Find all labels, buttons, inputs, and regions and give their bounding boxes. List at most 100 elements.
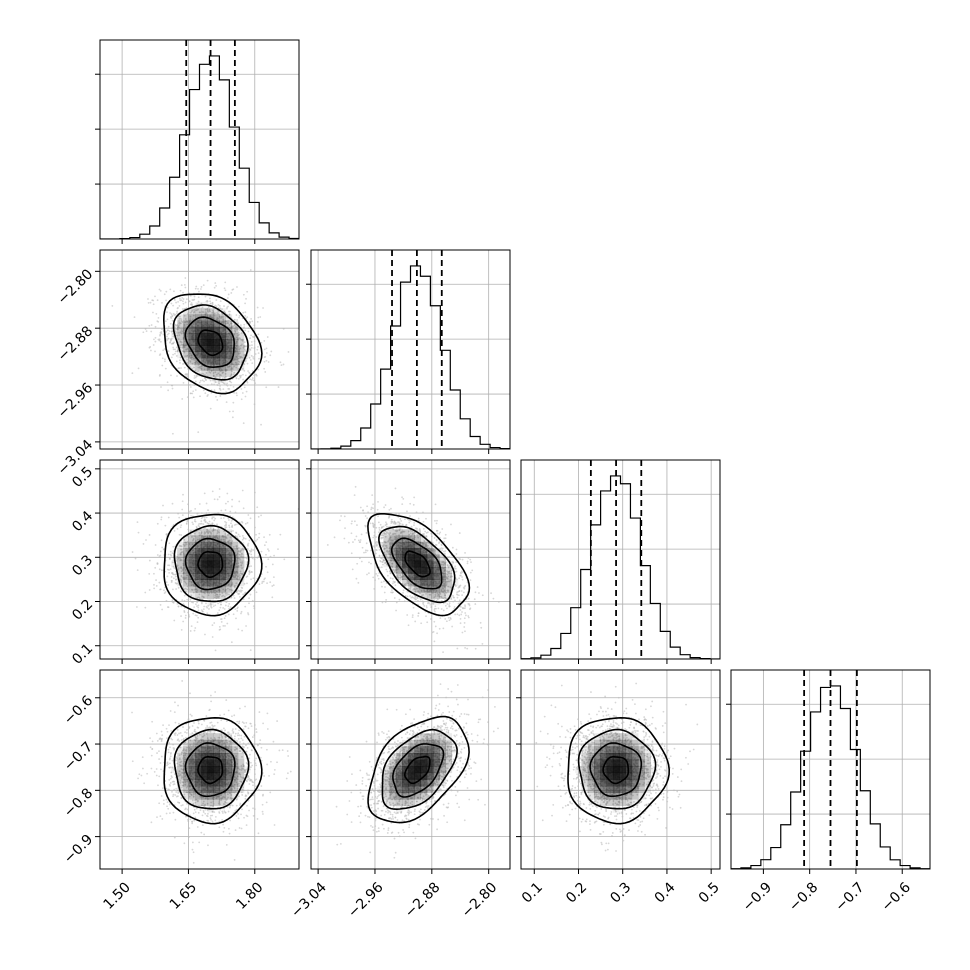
scatter-point (180, 332, 183, 335)
scatter-point (441, 549, 443, 552)
scatter-point (265, 541, 268, 544)
contour-line (197, 551, 224, 578)
scatter-point (210, 369, 213, 372)
scatter-point (409, 515, 411, 517)
scatter-point (458, 585, 461, 587)
scatter-point (265, 386, 268, 389)
scatter-point (148, 324, 151, 327)
scatter-point (241, 562, 243, 565)
scatter-point (249, 593, 252, 596)
scatter-point (233, 391, 236, 394)
scatter-point (359, 539, 362, 541)
scatter-point (186, 375, 189, 378)
scatter-point (256, 506, 259, 509)
scatter-point (182, 567, 185, 570)
scatter-point (204, 527, 206, 530)
density-cell (189, 541, 196, 549)
scatter-point (223, 595, 226, 598)
scatter-point (182, 363, 184, 365)
scatter-point (403, 600, 406, 603)
scatter-point (236, 318, 239, 321)
scatter-point (220, 621, 223, 623)
scatter-point (158, 374, 161, 377)
scatter-point (429, 549, 432, 552)
scatter-point (199, 581, 202, 584)
density-cell (225, 351, 233, 359)
scatter-point (237, 305, 240, 308)
scatter-point (394, 584, 397, 587)
scatter-point (388, 570, 391, 573)
density-cell (225, 364, 233, 371)
scatter-point (398, 513, 400, 516)
density-cell (213, 370, 220, 377)
density-cell (213, 308, 220, 315)
scatter-point (375, 526, 378, 529)
scatter-point (381, 601, 384, 604)
density-cell (213, 585, 220, 593)
scatter-point (177, 605, 180, 608)
scatter-point (227, 584, 230, 586)
scatter-point (350, 532, 353, 535)
scatter-point (176, 564, 179, 567)
scatter-point (206, 310, 209, 312)
scatter-point (185, 541, 188, 544)
scatter-point (463, 585, 466, 588)
density-cell (177, 573, 184, 580)
scatter-point (169, 341, 172, 343)
scatter-point (363, 551, 365, 554)
scatter-point (198, 597, 201, 600)
scatter-point (148, 346, 151, 349)
scatter-point (177, 300, 179, 303)
scatter-point (193, 377, 196, 379)
scatter-point (264, 371, 267, 373)
scatter-point (195, 527, 198, 530)
scatter-point (250, 548, 253, 551)
scatter-point (159, 604, 162, 606)
density-cell (225, 333, 233, 340)
scatter-point (397, 560, 400, 563)
scatter-point (224, 533, 227, 535)
scatter-point (272, 584, 275, 587)
scatter-point (219, 300, 222, 303)
panel-grid (317, 250, 490, 449)
scatter-point (429, 618, 432, 620)
scatter-point (237, 562, 240, 565)
scatter-point (161, 364, 164, 367)
scatter-point (242, 556, 245, 559)
scatter-point (367, 572, 370, 575)
scatter-point (199, 395, 201, 398)
scatter-point (211, 636, 214, 638)
scatter-point (223, 546, 226, 548)
scatter-point (154, 295, 156, 298)
scatter-point (179, 322, 182, 325)
scatter-point (181, 330, 184, 333)
density-cell (189, 314, 196, 321)
density-cell (225, 370, 233, 377)
scatter-point (200, 601, 203, 603)
scatter-point (231, 583, 234, 586)
scatter-point (385, 554, 387, 557)
scatter-point (226, 361, 228, 363)
scatter-point (347, 541, 350, 544)
scatter-point (185, 298, 188, 301)
scatter-point (225, 322, 227, 325)
scatter-point (490, 592, 492, 595)
scatter-point (350, 552, 353, 555)
scatter-point (249, 550, 252, 553)
scatter-point (412, 588, 415, 591)
scatter-point (352, 541, 354, 543)
density-cell (177, 314, 184, 321)
scatter-point (131, 551, 134, 553)
scatter-point (199, 288, 202, 290)
scatter-point (241, 343, 243, 346)
density-cell (189, 585, 196, 593)
scatter-point (176, 312, 178, 315)
scatter-point (200, 522, 203, 525)
contour-line (172, 304, 249, 381)
scatter-point (181, 398, 184, 400)
scatter-point (435, 529, 438, 532)
scatter-point (253, 379, 255, 382)
scatter-point (182, 620, 185, 623)
scatter-point (172, 573, 175, 576)
scatter-point (187, 354, 190, 357)
